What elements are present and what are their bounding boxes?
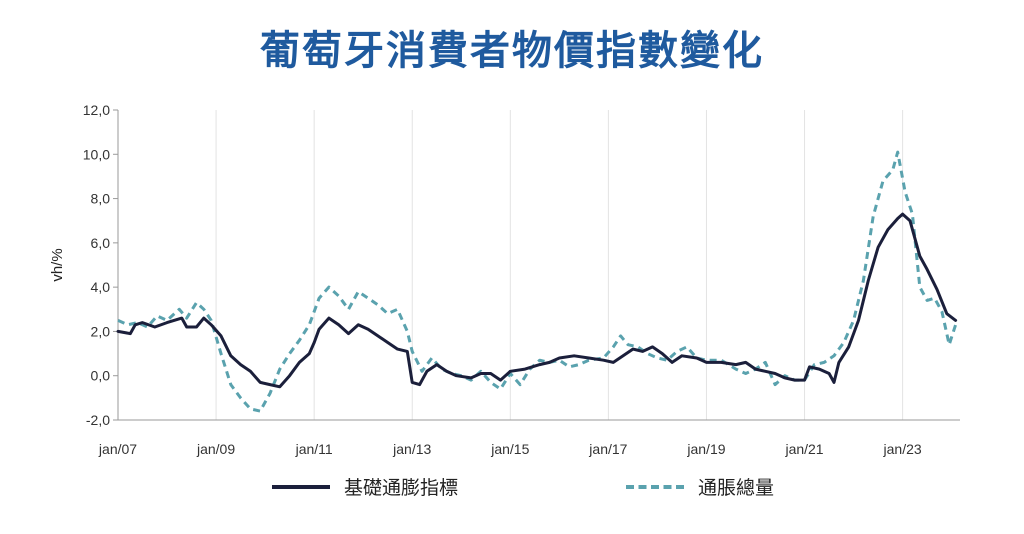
- legend-item-headline-inflation: 通脹總量: [626, 473, 774, 500]
- x-tick-label: jan/15: [490, 441, 529, 457]
- legend-item-core-inflation: 基礎通膨指標: [272, 473, 458, 500]
- x-tick-label: jan/19: [686, 441, 725, 457]
- axes: [113, 109, 960, 421]
- y-tick-label: 6,0: [91, 235, 111, 251]
- y-tick-label: 0,0: [91, 368, 111, 384]
- y-tick-label: 10,0: [83, 146, 110, 162]
- x-tick-label: jan/09: [196, 441, 235, 457]
- y-tick-label: -2,0: [86, 412, 110, 428]
- y-tick-label: 4,0: [91, 279, 111, 295]
- x-tick-label: jan/11: [295, 441, 333, 457]
- y-tick-label: 2,0: [91, 323, 111, 339]
- series-lines: [116, 150, 958, 413]
- series-line-core: [116, 212, 958, 389]
- x-tick-label: jan/21: [784, 441, 823, 457]
- legend-swatch-dashed: [626, 484, 684, 489]
- y-axis-label: vh/%: [49, 248, 66, 281]
- legend-swatch-solid: [272, 484, 330, 489]
- x-tick-label: jan/17: [588, 441, 627, 457]
- series-line-headline: [117, 150, 958, 413]
- x-tick-label: jan/23: [883, 441, 922, 457]
- gridlines: [215, 110, 904, 420]
- chart-title: 葡萄牙消費者物價指數變化: [260, 28, 764, 74]
- x-tick-labels: jan/07 jan/09 jan/11 jan/13 jan/15 jan/17 jan/…: [98, 441, 922, 457]
- x-tick-label: jan/07: [98, 441, 137, 457]
- legend-label-headline: 通脹總量: [698, 477, 775, 499]
- legend-label-core: 基礎通膨指標: [344, 477, 459, 499]
- x-tick-label: jan/13: [392, 441, 431, 457]
- y-tick-labels: 12,0 10,0 8,0 6,0 4,0 2,0 0,0 -2,0: [83, 102, 110, 428]
- y-tick-label: 12,0: [83, 102, 110, 118]
- y-tick-label: 8,0: [91, 191, 111, 207]
